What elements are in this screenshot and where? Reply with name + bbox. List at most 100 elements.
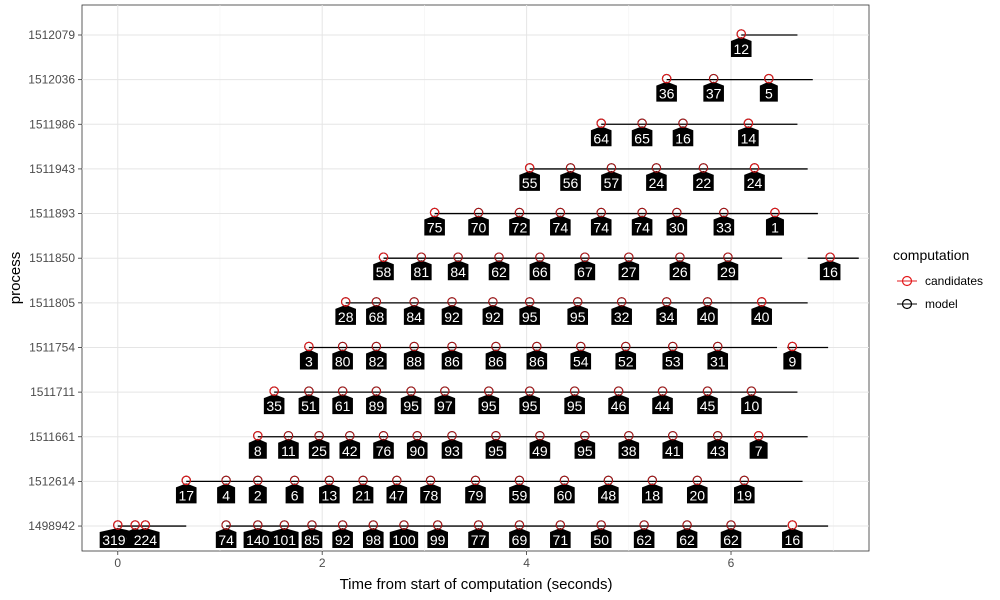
event-marker: 65 <box>631 118 653 147</box>
legend-label-model: model <box>925 297 958 311</box>
event-label: 62 <box>491 264 507 280</box>
event-marker: 80 <box>332 341 353 370</box>
event-label: 86 <box>529 353 545 369</box>
event-label-tag <box>339 438 361 459</box>
event-marker: 101 <box>270 520 299 549</box>
event-label: 84 <box>450 264 466 280</box>
event-label: 1 <box>771 220 779 236</box>
event-label-tag <box>652 394 673 415</box>
candidate-marker <box>453 252 463 262</box>
candidate-marker <box>221 475 231 486</box>
event-label: 20 <box>690 487 706 503</box>
event-label-tag <box>550 215 571 236</box>
candidate-marker <box>470 475 481 486</box>
candidate-marker <box>596 118 606 129</box>
candidate-marker <box>525 297 535 307</box>
event-marker: 72 <box>509 207 530 236</box>
event-label-tag <box>618 438 640 459</box>
event-label-tag <box>560 170 581 191</box>
event-label-tag <box>441 349 463 370</box>
event-label: 77 <box>471 532 487 548</box>
event-label-tag <box>215 528 237 549</box>
candidate-marker <box>425 475 436 486</box>
candidate-marker <box>576 341 586 352</box>
event-label: 53 <box>665 353 681 369</box>
event-marker: 53 <box>662 341 684 370</box>
candidate-marker <box>535 431 545 441</box>
event-label: 19 <box>737 487 753 503</box>
event-marker: 6 <box>285 475 304 504</box>
event-label: 24 <box>747 175 763 191</box>
candidate-marker <box>113 520 123 530</box>
event-label: 224 <box>134 532 158 548</box>
candidate-marker <box>682 520 692 530</box>
event-marker: 75 <box>424 207 445 236</box>
event-label-tag <box>608 394 629 415</box>
candidate-marker <box>524 163 535 173</box>
event-label: 88 <box>406 353 422 369</box>
event-marker: 62 <box>633 520 655 549</box>
event-label: 66 <box>532 264 548 280</box>
event-marker: 61 <box>332 386 353 415</box>
candidate-marker <box>440 386 450 396</box>
candidate-marker <box>624 431 634 441</box>
candidate-marker <box>371 341 382 352</box>
candidate-marker <box>488 297 498 307</box>
event-label-tag <box>749 438 768 459</box>
event-label-tag <box>529 438 551 459</box>
candidate-marker <box>661 297 672 307</box>
candidate-marker <box>647 475 657 486</box>
event-label: 52 <box>618 353 634 369</box>
event-label-tag <box>570 349 592 370</box>
event-label: 24 <box>649 175 665 191</box>
event-label: 95 <box>488 443 504 459</box>
event-label: 95 <box>403 398 419 414</box>
event-marker: 77 <box>468 520 489 549</box>
candidate-marker <box>253 520 263 530</box>
candidate-marker <box>491 341 501 352</box>
event-marker: 97 <box>434 386 456 415</box>
event-label: 44 <box>655 398 671 414</box>
plot-panel <box>81 4 870 552</box>
event-label: 92 <box>444 309 460 325</box>
event-marker: 11 <box>278 431 299 459</box>
process-row: 3199022474140101859298100997769715062626… <box>99 520 829 549</box>
candidate-marker <box>337 520 348 530</box>
event-label: 41 <box>665 443 681 459</box>
event-marker: 100 <box>389 520 419 549</box>
event-label-tag <box>697 304 718 325</box>
event-label-tag <box>697 394 718 415</box>
event-marker: 40 <box>751 297 772 325</box>
event-label-tag <box>529 260 551 281</box>
event-marker: 20 <box>686 475 708 504</box>
x-tick-label: 4 <box>523 556 530 570</box>
candidate-marker <box>637 207 647 218</box>
event-label-tag <box>713 215 735 236</box>
event-label-tag <box>550 528 571 549</box>
event-marker: 224 <box>131 520 160 549</box>
event-label: 30 <box>669 220 685 236</box>
event-label-tag <box>332 528 353 549</box>
event-label: 18 <box>645 487 661 503</box>
event-label: 5 <box>765 86 773 102</box>
event-marker: 47 <box>386 475 408 504</box>
event-label: 101 <box>273 532 297 548</box>
event-label-tag <box>434 394 456 415</box>
y-tick-label: 1512614 <box>28 474 75 488</box>
event-marker: 3 <box>299 341 318 370</box>
y-tick-label: 1511805 <box>29 296 75 310</box>
event-marker: 40 <box>697 297 718 325</box>
process-row: 64 65 16 14 <box>590 118 798 147</box>
event-label-tag <box>465 483 486 504</box>
candidate-marker <box>613 386 624 396</box>
candidate-marker <box>603 475 614 486</box>
event-label: 140 <box>246 532 270 548</box>
x-tick-label: 0 <box>114 556 121 570</box>
candidate-marker <box>702 297 713 307</box>
process-row: 3 80 82 88 86 86 86 54 52 53 31 9 <box>299 341 829 370</box>
event-label: 7 <box>755 443 763 459</box>
candidate-marker <box>723 252 733 262</box>
event-label: 22 <box>696 175 712 191</box>
event-label-tag <box>362 528 384 549</box>
